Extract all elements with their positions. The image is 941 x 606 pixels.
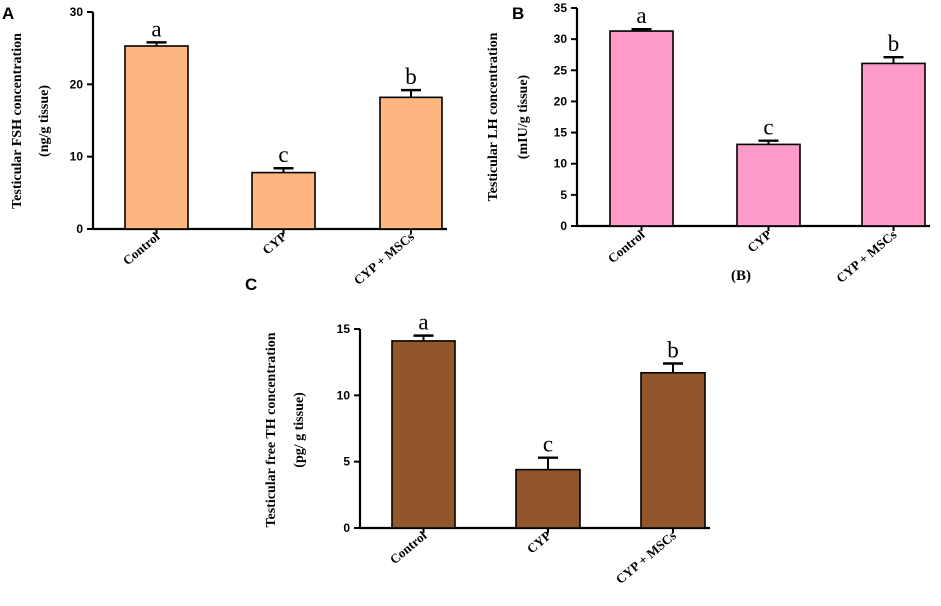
y-axis-title-a: Testicular FSH concentration	[10, 33, 25, 209]
significance-label-a-0: a	[151, 16, 161, 41]
y-tick-label-c: 5	[343, 455, 350, 469]
y-tick-label-a: 10	[70, 150, 84, 164]
y-axis-subtitle-a: (ng/g tissue)	[37, 85, 52, 157]
significance-label-a-1: c	[278, 142, 288, 167]
y-tick-label-b: 25	[554, 63, 568, 77]
bar-c-0	[391, 340, 456, 529]
significance-label-b-0: a	[636, 3, 646, 28]
bar-b-2	[861, 62, 926, 227]
y-axis-title-c: Testicular free TH concentration	[264, 332, 279, 527]
significance-label-c-1: c	[543, 432, 553, 457]
y-tick-label-c: 0	[343, 521, 350, 535]
panel-c: C Testicular free TH concentration (pg/ …	[245, 275, 710, 587]
category-label-b-2: CYP + MSCs	[833, 227, 899, 286]
panel-letter-a: A	[2, 4, 14, 23]
y-tick-label-a: 0	[76, 222, 83, 236]
category-label-c-1: CYP	[524, 528, 554, 557]
y-tick-label-b: 15	[554, 126, 568, 140]
bar-b-0	[609, 30, 674, 227]
bar-a-0	[124, 45, 189, 230]
y-axis-subtitle-b: (mIU/g tissue)	[516, 74, 531, 159]
y-tick-label-b: 30	[554, 32, 568, 46]
bar-b-1	[736, 143, 801, 227]
bar-c-1	[515, 468, 581, 529]
y-axis-subtitle-c: (pg/ g tissue)	[292, 392, 307, 468]
y-tick-label-b: 0	[560, 219, 567, 233]
category-label-b-1: CYP	[744, 227, 774, 256]
y-tick-label-c: 15	[337, 322, 351, 336]
y-tick-label-c: 10	[337, 388, 351, 402]
significance-label-b-1: c	[763, 115, 773, 140]
category-label-a-1: CYP	[259, 229, 289, 258]
panel-b: B Testicular LH concentration (mIU/g tis…	[486, 1, 930, 286]
significance-label-c-0: a	[418, 310, 428, 335]
y-tick-label-a: 30	[70, 5, 84, 19]
category-label-a-2: CYP + MSCs	[351, 229, 417, 288]
y-tick-label-b: 20	[554, 94, 568, 108]
y-tick-label-b: 35	[554, 1, 568, 15]
y-axis-title-b: Testicular LH concentration	[486, 32, 501, 201]
y-tick-label-b: 10	[554, 157, 568, 171]
y-tick-label-b: 5	[560, 188, 567, 202]
panel-letter-c: C	[245, 275, 257, 294]
category-label-c-0: Control	[387, 528, 430, 567]
significance-label-b-2: b	[888, 31, 900, 56]
significance-label-a-2: b	[405, 64, 417, 89]
category-label-a-0: Control	[120, 229, 163, 268]
panel-letter-b: B	[512, 4, 524, 23]
category-label-c-2: CYP + MSCs	[613, 528, 679, 587]
bar-a-1	[251, 171, 316, 230]
panel-a: A Testicular FSH concentration (ng/g tis…	[2, 4, 447, 288]
panel-subtitle-b: (B)	[731, 268, 751, 284]
category-label-b-0: Control	[605, 227, 648, 266]
significance-label-c-2: b	[667, 337, 679, 362]
bar-c-2	[640, 371, 706, 529]
y-tick-label-a: 20	[70, 77, 84, 91]
bar-a-2	[379, 96, 443, 230]
